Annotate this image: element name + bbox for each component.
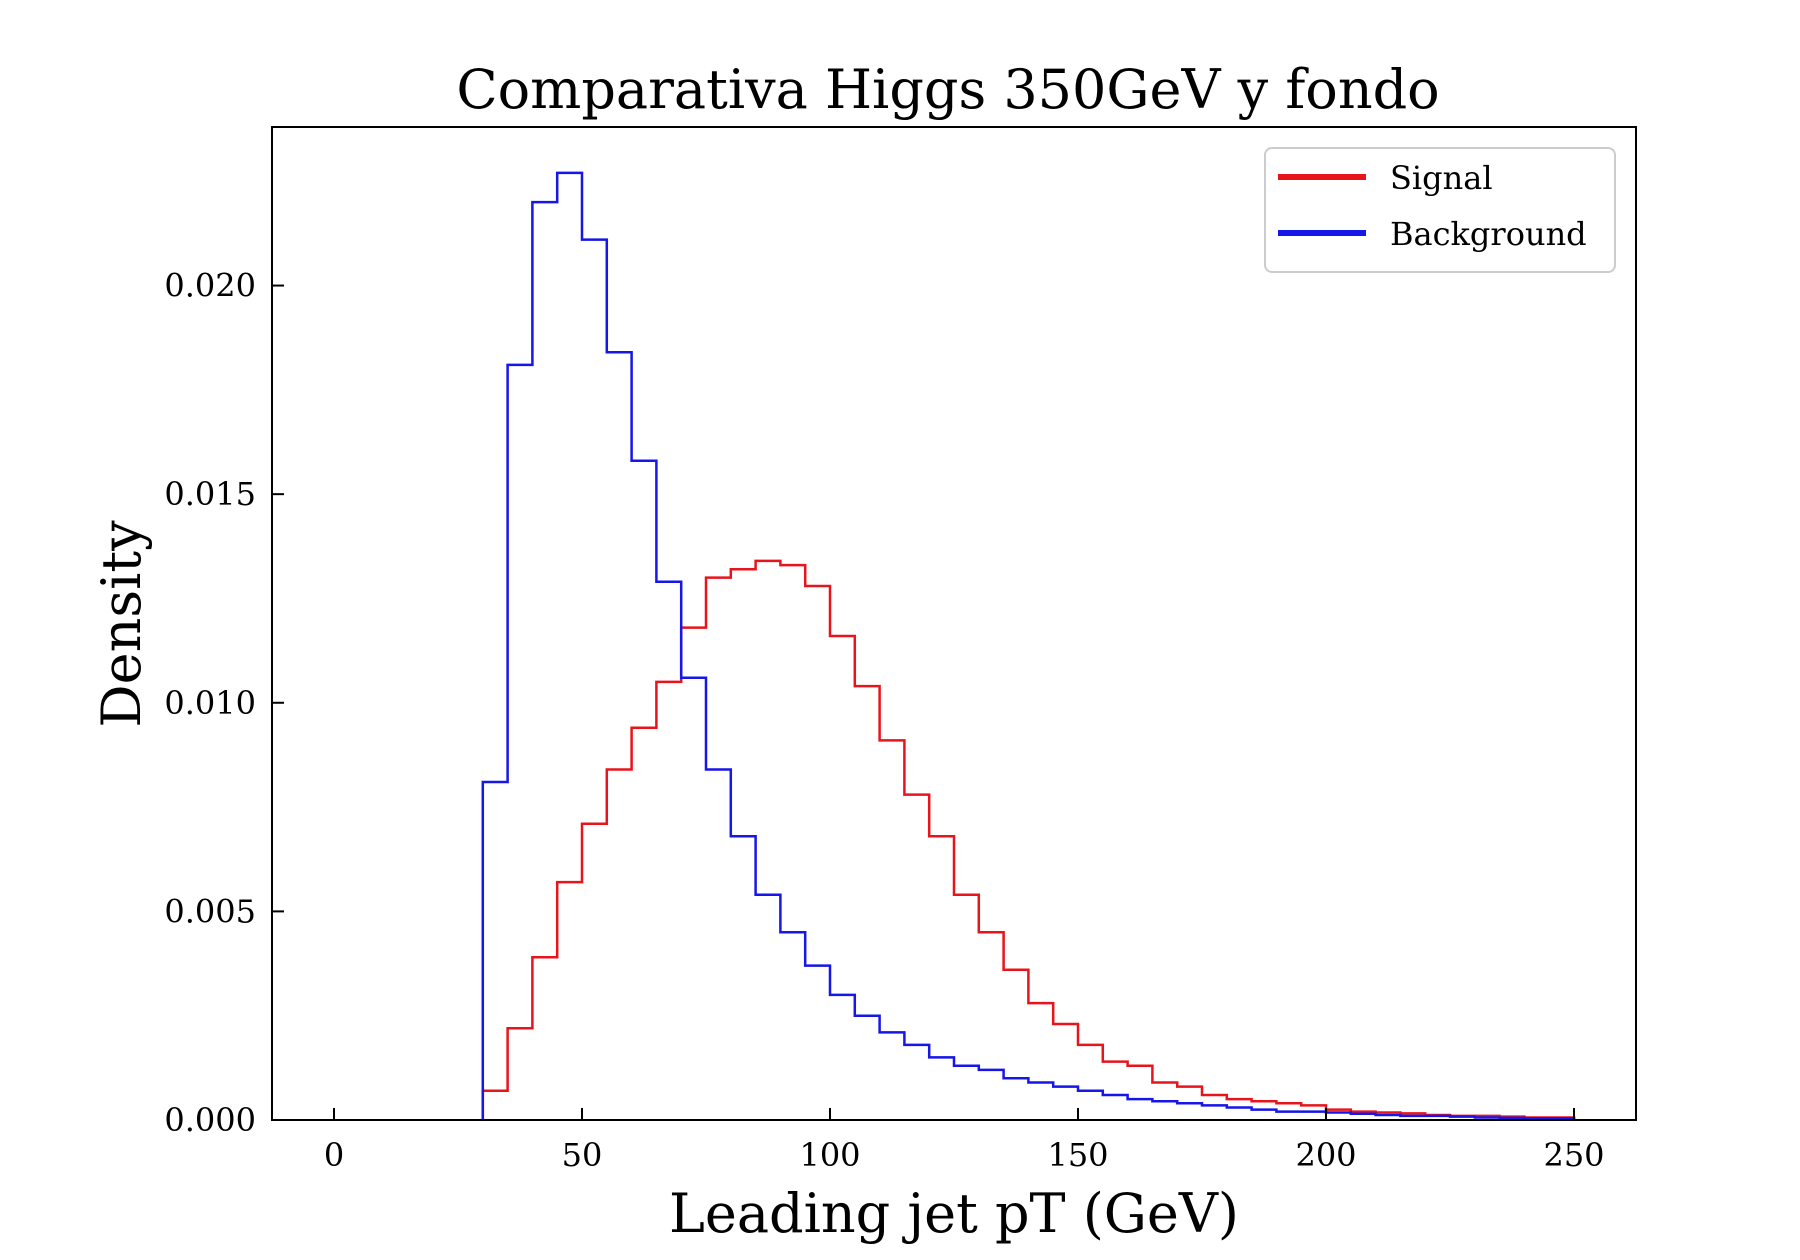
x-axis-label: Leading jet pT (GeV) bbox=[669, 1182, 1239, 1245]
x-axis-ticks: 0 50 100 150 200 250 bbox=[324, 1108, 1605, 1174]
y-axis-ticks: 0.000 0.005 0.010 0.015 0.020 bbox=[164, 267, 284, 1139]
legend-label-signal: Signal bbox=[1390, 159, 1493, 197]
plot-area bbox=[271, 126, 1637, 1121]
plot-background bbox=[272, 127, 1636, 1120]
legend-label-background: Background bbox=[1390, 215, 1587, 253]
x-tick-label: 100 bbox=[799, 1136, 860, 1174]
legend: Signal Background bbox=[1264, 147, 1616, 273]
series-background-histogram bbox=[481, 171, 1576, 1120]
x-tick-label: 250 bbox=[1543, 1136, 1604, 1174]
x-tick-label: 0 bbox=[324, 1136, 344, 1174]
y-tick-label: 0.000 bbox=[164, 1101, 256, 1139]
y-tick-label: 0.010 bbox=[164, 684, 256, 722]
x-tick-label: 200 bbox=[1295, 1136, 1356, 1174]
series-layer bbox=[481, 171, 1576, 1120]
x-tick-label: 150 bbox=[1047, 1136, 1108, 1174]
y-tick-label: 0.005 bbox=[164, 892, 256, 930]
y-axis-label: Density bbox=[90, 520, 153, 728]
y-tick-label: 0.020 bbox=[164, 267, 256, 305]
plot-frame bbox=[271, 126, 1637, 1121]
x-tick-label: 50 bbox=[562, 1136, 603, 1174]
chart-title: Comparativa Higgs 350GeV y fondo bbox=[456, 58, 1439, 121]
series-signal-histogram bbox=[481, 559, 1576, 1120]
y-tick-label: 0.015 bbox=[164, 475, 256, 513]
